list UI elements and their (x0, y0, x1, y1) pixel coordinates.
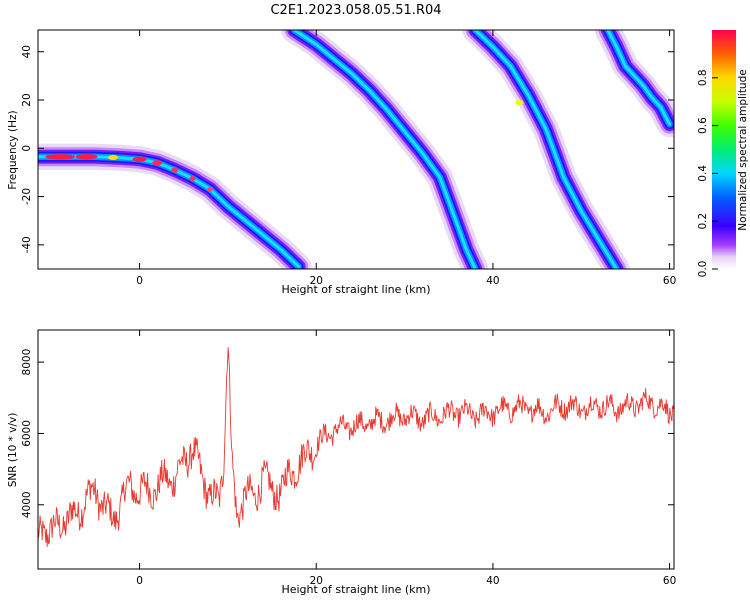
spectrogram-panel: 0 20 40 60 -40 -20 0 20 40 Height of straight l… (7, 29, 676, 296)
snr-y-axis-label: SNR (10 * v/v) (7, 413, 19, 488)
1-x-tick-label: 0 (136, 575, 143, 587)
1-y-tick-label: 8000 (21, 349, 33, 376)
colorbar-tick-label: 0.2 (697, 213, 709, 230)
1-x-tick-label: 60 (663, 575, 676, 587)
spectrogram-trace-1 (38, 143, 312, 269)
spectrogram-peak (152, 160, 163, 166)
spectrogram-trace-4 (594, 30, 674, 138)
spectrogram-peak (207, 186, 213, 192)
colorbar: 0.0 0.2 0.4 0.6 0.8 Normalized spectral ampl… (697, 30, 749, 277)
spectrogram-peak (75, 154, 98, 160)
0-y-tick-label: 40 (21, 45, 33, 58)
figure-title: C2E1.2023.058.05.51.R04 (270, 3, 441, 18)
spectrogram-x-axis-label: Height of straight line (km) (281, 283, 430, 296)
spectrogram-trace-3 (462, 30, 630, 269)
1-x-tick-label: 40 (486, 575, 499, 587)
snr-series (38, 347, 674, 547)
snr-panel: 0 20 40 60 4000 6000 8000 Height of straight … (7, 329, 676, 596)
spectrogram-peak (132, 156, 147, 162)
snr-y-ticks: 4000 6000 8000 (21, 349, 674, 518)
spectrogram-x-ticks: 0 20 40 60 (136, 30, 676, 287)
0-x-tick-label: 20 (310, 275, 323, 287)
spectrogram-y-axis-label: Frequency (Hz) (7, 110, 19, 189)
0-y-tick-label: 20 (21, 93, 33, 106)
1-y-tick-label: 4000 (21, 491, 33, 518)
snr-line (38, 347, 674, 547)
snr-x-axis-label: Height of straight line (km) (281, 583, 430, 596)
colorbar-tick-label: 0.6 (697, 117, 709, 134)
spectrogram-y-ticks: -40 -20 0 20 40 (21, 45, 674, 253)
colorbar-tick-label: 0.4 (697, 165, 709, 182)
1-x-tick-label: 20 (310, 575, 323, 587)
colorbar-ticks: 0.0 0.2 0.4 0.6 0.8 (697, 69, 718, 277)
0-y-tick-label: -40 (21, 236, 33, 253)
spectrogram-peak (515, 99, 524, 106)
snr-axes-frame (37, 329, 675, 570)
spectrogram-peak (45, 154, 76, 160)
colorbar-tick-label: 0.0 (697, 261, 709, 278)
spectrogram-traces (38, 30, 674, 269)
1-y-tick-label: 6000 (21, 420, 33, 447)
spectrogram-peak (108, 154, 119, 161)
0-y-tick-label: 0 (21, 145, 33, 152)
0-x-tick-label: 40 (486, 275, 499, 287)
spectrogram-trace-2 (281, 30, 489, 269)
colorbar-label: Normalized spectral amplitude (737, 69, 749, 230)
spectrogram-peak (189, 175, 196, 182)
spectrogram-peak (171, 167, 179, 173)
0-x-tick-label: 60 (663, 275, 676, 287)
0-y-tick-label: -20 (21, 188, 33, 205)
snr-x-ticks: 0 20 40 60 (136, 330, 676, 587)
0-x-tick-label: 0 (136, 275, 143, 287)
colorbar-gradient (712, 30, 736, 269)
colorbar-tick-label: 0.8 (697, 69, 709, 86)
spectrogram-axes-frame (37, 29, 675, 270)
